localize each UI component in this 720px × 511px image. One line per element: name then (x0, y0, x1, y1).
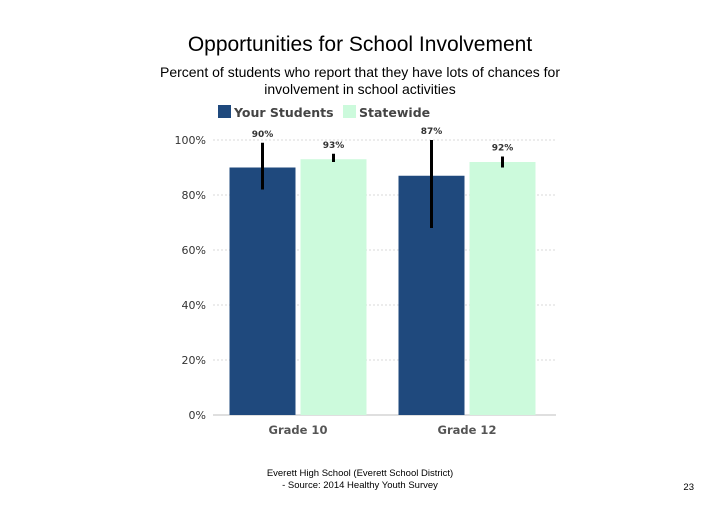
data-label: 87% (421, 127, 443, 137)
chart-title: Opportunities for School Involvement (187, 33, 533, 56)
legend-swatch (343, 105, 356, 118)
x-tick-label: Grade 10 (269, 423, 328, 437)
y-tick-label: 60% (182, 244, 206, 257)
x-tick-label: Grade 12 (438, 423, 497, 437)
source-note: Everett High School (Everett School Dist… (210, 468, 510, 492)
bar (229, 167, 296, 415)
bar (469, 162, 536, 415)
data-label: 90% (252, 130, 274, 140)
y-tick-label: 0% (189, 409, 206, 422)
data-label: 93% (323, 141, 345, 151)
chart-subtitle: Percent of students who report that they… (159, 64, 560, 97)
source-line-1: Everett High School (Everett School Dist… (266, 468, 454, 479)
y-tick-label: 40% (182, 299, 206, 312)
legend-label: Your Students (233, 105, 334, 120)
y-tick-label: 20% (182, 354, 206, 367)
data-label: 92% (492, 144, 514, 154)
bar (300, 159, 367, 415)
y-tick-label: 100% (175, 134, 206, 147)
source-line-2: - Source: 2014 Healthy Youth Survey (282, 480, 438, 491)
legend-swatch (218, 105, 231, 118)
page-number: 23 (683, 482, 694, 493)
y-tick-label: 80% (182, 189, 206, 202)
legend-label: Statewide (359, 105, 430, 120)
